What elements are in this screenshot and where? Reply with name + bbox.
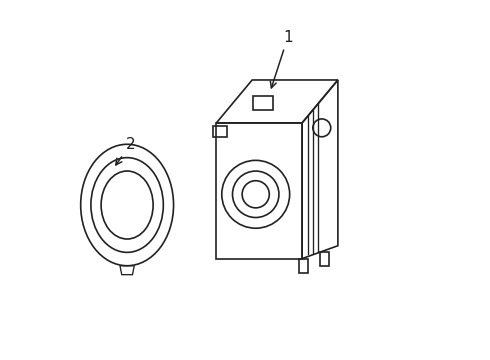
Bar [213, 126, 227, 137]
Text: 2: 2 [116, 137, 136, 165]
Text: 1: 1 [270, 30, 293, 88]
Bar [320, 252, 329, 266]
Bar [298, 258, 308, 273]
Bar [253, 96, 272, 110]
